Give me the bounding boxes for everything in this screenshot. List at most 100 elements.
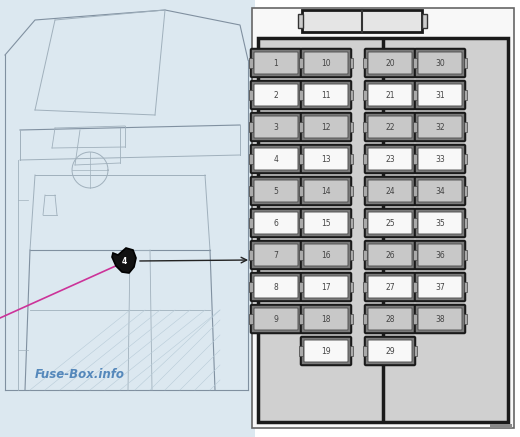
Text: 18: 18: [321, 315, 331, 323]
Text: 15: 15: [321, 218, 331, 228]
Bar: [414, 125, 416, 129]
Bar: [349, 282, 353, 292]
Bar: [363, 346, 367, 356]
FancyBboxPatch shape: [415, 241, 465, 269]
Bar: [249, 58, 253, 68]
Bar: [414, 285, 416, 289]
Bar: [413, 218, 417, 228]
Bar: [300, 122, 303, 132]
FancyBboxPatch shape: [254, 244, 298, 266]
FancyBboxPatch shape: [365, 241, 415, 269]
Polygon shape: [0, 0, 255, 437]
Text: 31: 31: [435, 90, 445, 100]
Bar: [413, 154, 417, 164]
FancyBboxPatch shape: [304, 244, 348, 266]
Bar: [299, 282, 303, 292]
FancyBboxPatch shape: [301, 209, 351, 237]
FancyBboxPatch shape: [304, 276, 348, 298]
Text: 35: 35: [435, 218, 445, 228]
FancyBboxPatch shape: [304, 84, 348, 106]
FancyBboxPatch shape: [368, 340, 412, 362]
Text: 4: 4: [274, 155, 278, 163]
FancyBboxPatch shape: [304, 340, 348, 362]
FancyBboxPatch shape: [304, 308, 348, 330]
Bar: [252, 8, 514, 428]
Bar: [463, 122, 467, 132]
Text: 24: 24: [385, 187, 395, 195]
Bar: [300, 282, 303, 292]
FancyBboxPatch shape: [304, 212, 348, 234]
FancyBboxPatch shape: [254, 308, 298, 330]
Bar: [349, 186, 353, 196]
Bar: [249, 282, 253, 292]
FancyBboxPatch shape: [368, 212, 412, 234]
FancyBboxPatch shape: [304, 180, 348, 202]
Text: 25: 25: [385, 218, 395, 228]
Bar: [463, 218, 467, 228]
Bar: [422, 14, 427, 28]
Text: 38: 38: [435, 315, 445, 323]
FancyBboxPatch shape: [254, 52, 298, 74]
FancyBboxPatch shape: [418, 180, 462, 202]
FancyBboxPatch shape: [301, 177, 351, 205]
Text: 11: 11: [321, 90, 331, 100]
FancyBboxPatch shape: [368, 148, 412, 170]
Text: 8: 8: [274, 282, 278, 291]
FancyBboxPatch shape: [251, 209, 301, 237]
FancyBboxPatch shape: [301, 305, 351, 333]
FancyBboxPatch shape: [254, 148, 298, 170]
Bar: [299, 250, 303, 260]
Text: 28: 28: [385, 315, 395, 323]
Text: 27: 27: [385, 282, 395, 291]
Bar: [249, 90, 253, 100]
Bar: [298, 14, 303, 28]
FancyBboxPatch shape: [254, 212, 298, 234]
Bar: [299, 122, 303, 132]
Text: 36: 36: [435, 250, 445, 260]
Bar: [302, 10, 422, 32]
Bar: [349, 90, 353, 100]
Text: 7: 7: [274, 250, 278, 260]
FancyBboxPatch shape: [251, 113, 301, 141]
Text: 19: 19: [321, 347, 331, 356]
FancyBboxPatch shape: [254, 276, 298, 298]
Bar: [249, 218, 253, 228]
Text: 9: 9: [274, 315, 278, 323]
FancyBboxPatch shape: [415, 145, 465, 173]
Bar: [413, 346, 417, 356]
Text: 1: 1: [274, 59, 278, 67]
Bar: [414, 61, 416, 65]
Bar: [299, 154, 303, 164]
FancyBboxPatch shape: [365, 145, 415, 173]
Bar: [413, 90, 417, 100]
Bar: [463, 186, 467, 196]
Text: 13: 13: [321, 155, 331, 163]
Bar: [363, 186, 367, 196]
Bar: [349, 122, 353, 132]
FancyBboxPatch shape: [368, 116, 412, 138]
Text: 5: 5: [274, 187, 278, 195]
Bar: [363, 122, 367, 132]
Bar: [414, 157, 416, 161]
Text: Fuse-Box.info: Fuse-Box.info: [35, 368, 125, 382]
Bar: [300, 154, 303, 164]
Bar: [300, 93, 302, 97]
FancyBboxPatch shape: [365, 177, 415, 205]
FancyBboxPatch shape: [365, 113, 415, 141]
Bar: [300, 253, 302, 257]
Text: 23: 23: [385, 155, 395, 163]
Text: 29: 29: [385, 347, 395, 356]
FancyBboxPatch shape: [365, 337, 415, 365]
Bar: [413, 58, 417, 68]
Bar: [300, 285, 302, 289]
FancyBboxPatch shape: [415, 273, 465, 301]
Bar: [463, 250, 467, 260]
FancyBboxPatch shape: [304, 116, 348, 138]
FancyBboxPatch shape: [251, 177, 301, 205]
Bar: [249, 122, 253, 132]
FancyBboxPatch shape: [415, 113, 465, 141]
Bar: [414, 93, 416, 97]
Bar: [413, 250, 417, 260]
Bar: [300, 253, 302, 257]
FancyBboxPatch shape: [415, 49, 465, 77]
